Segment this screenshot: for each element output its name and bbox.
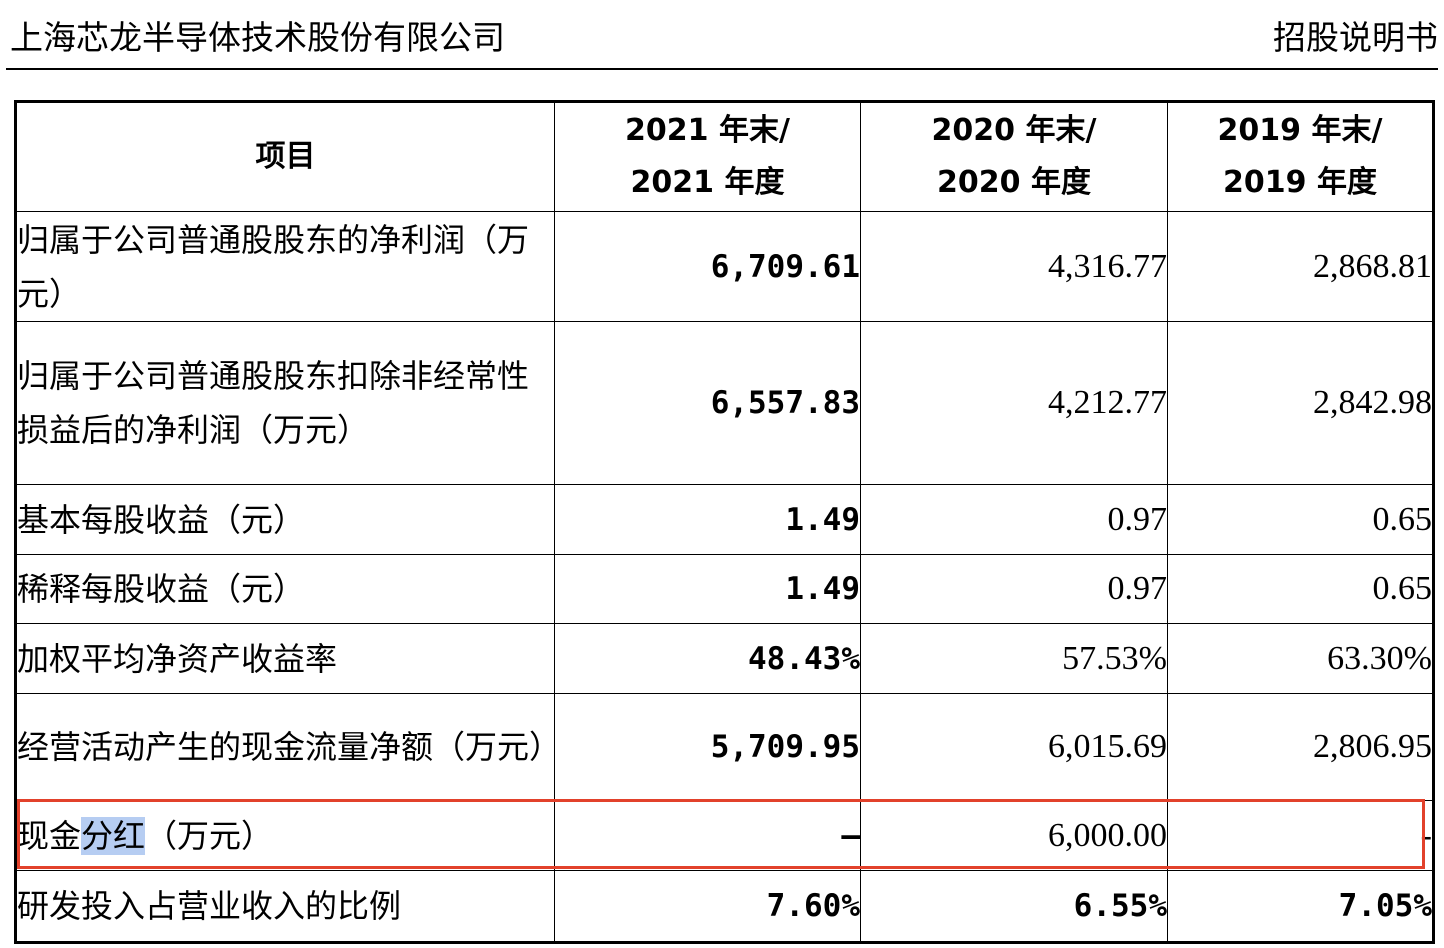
table-header-row: 项目 2021 年末/ 2021 年度 2020 年末/ 2020 年度 201… bbox=[15, 101, 1434, 212]
column-header-2021: 2021 年末/ 2021 年度 bbox=[554, 101, 861, 212]
value-2019: 0.65 bbox=[1167, 554, 1434, 624]
value-2019: 7.05% bbox=[1167, 870, 1434, 943]
row-label: 加权平均净资产收益率 bbox=[15, 623, 555, 694]
document-type: 招股说明书 bbox=[1273, 18, 1438, 57]
table-row: 归属于公司普通股股东的净利润（万元） 6,709.61 4,316.77 2,8… bbox=[15, 211, 1434, 322]
table-row: 加权平均净资产收益率 48.43% 57.53% 63.30% bbox=[15, 623, 1434, 694]
value-2021: 1.49 bbox=[554, 554, 861, 624]
value-2021: – bbox=[554, 800, 861, 871]
row-label: 稀释每股收益（元） bbox=[15, 554, 555, 624]
value-2020: 0.97 bbox=[860, 554, 1168, 624]
row-label: 归属于公司普通股股东扣除非经常性损益后的净利润（万元） bbox=[15, 321, 555, 485]
table-row: 稀释每股收益（元） 1.49 0.97 0.65 bbox=[15, 554, 1434, 624]
value-2019: 63.30% bbox=[1167, 623, 1434, 694]
label-part: 现金 bbox=[17, 816, 82, 855]
value-2021: 48.43% bbox=[554, 623, 861, 694]
value-2020: 6,000.00 bbox=[860, 800, 1168, 871]
table-row: 归属于公司普通股股东扣除非经常性损益后的净利润（万元） 6,557.83 4,2… bbox=[15, 321, 1434, 485]
row-label: 现金分红（万元） bbox=[15, 800, 555, 871]
value-2019: - bbox=[1167, 800, 1434, 871]
value-2021: 7.60% bbox=[554, 870, 861, 943]
value-2020: 57.53% bbox=[860, 623, 1168, 694]
selected-text[interactable]: 分红 bbox=[81, 816, 146, 855]
value-2020: 6.55% bbox=[860, 870, 1168, 943]
page-header: 上海芯龙半导体技术股份有限公司 招股说明书 bbox=[6, 0, 1438, 70]
row-label: 归属于公司普通股股东的净利润（万元） bbox=[15, 211, 555, 322]
table-row-cash-dividend: 现金分红（万元） – 6,000.00 - bbox=[15, 800, 1434, 871]
value-2021: 6,557.83 bbox=[554, 321, 861, 485]
column-header-2019: 2019 年末/ 2019 年度 bbox=[1167, 101, 1434, 212]
label-part: （万元） bbox=[145, 816, 274, 855]
value-2020: 0.97 bbox=[860, 484, 1168, 555]
column-header-item: 项目 bbox=[15, 101, 555, 212]
value-2021: 5,709.95 bbox=[554, 693, 861, 801]
table-row: 研发投入占营业收入的比例 7.60% 6.55% 7.05% bbox=[15, 870, 1434, 943]
value-2021: 1.49 bbox=[554, 484, 861, 555]
value-2020: 4,316.77 bbox=[860, 211, 1168, 322]
value-2019: 2,842.98 bbox=[1167, 321, 1434, 485]
value-2020: 4,212.77 bbox=[860, 321, 1168, 485]
row-label: 研发投入占营业收入的比例 bbox=[15, 870, 555, 943]
column-header-2020: 2020 年末/ 2020 年度 bbox=[860, 101, 1168, 212]
table-row: 经营活动产生的现金流量净额（万元） 5,709.95 6,015.69 2,80… bbox=[15, 693, 1434, 801]
value-2019: 2,868.81 bbox=[1167, 211, 1434, 322]
row-label: 经营活动产生的现金流量净额（万元） bbox=[15, 693, 561, 801]
value-2021: 6,709.61 bbox=[554, 211, 861, 322]
company-name: 上海芯龙半导体技术股份有限公司 bbox=[10, 18, 505, 57]
value-2019: 0.65 bbox=[1167, 484, 1434, 555]
value-2020: 6,015.69 bbox=[860, 693, 1168, 801]
table-row: 基本每股收益（元） 1.49 0.97 0.65 bbox=[15, 484, 1434, 555]
row-label: 基本每股收益（元） bbox=[15, 484, 555, 555]
value-2019: 2,806.95 bbox=[1167, 693, 1434, 801]
financial-indicators-table: 项目 2021 年末/ 2021 年度 2020 年末/ 2020 年度 201… bbox=[14, 100, 1435, 944]
